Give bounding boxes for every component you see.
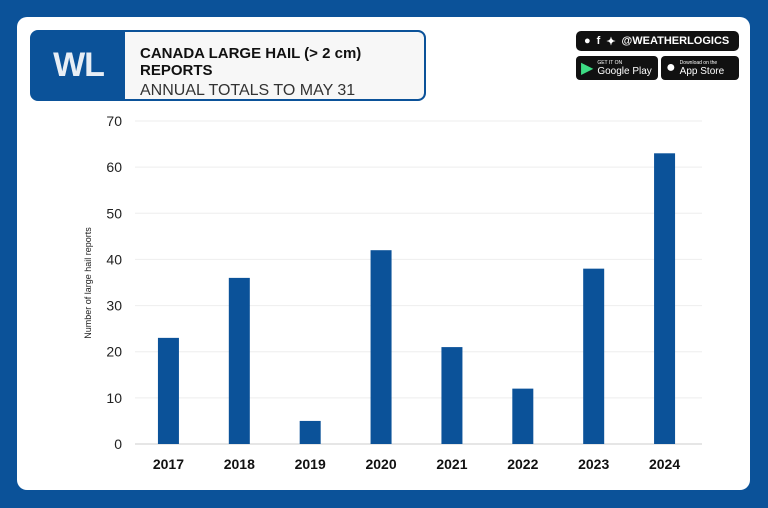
x-tick-label: 2017 (153, 456, 184, 472)
google-play-small: GET IT ON (597, 59, 623, 66)
x-tick-label: 2018 (224, 456, 255, 472)
y-tick-label: 50 (106, 205, 122, 221)
bar-2023 (583, 268, 605, 444)
y-tick-label: 10 (106, 390, 122, 406)
bar-2017 (157, 337, 179, 444)
chart-title: CANADA LARGE HAIL (> 2 cm) REPORTS (140, 45, 362, 79)
app-store-small: Download on the (679, 59, 718, 66)
app-store-button[interactable]: ● Download on the App Store (661, 56, 739, 80)
bar-2022 (512, 388, 534, 444)
weatherlogics-logo: WL (53, 46, 105, 84)
y-tick-label: 70 (106, 113, 122, 129)
bar-2024 (654, 153, 676, 445)
chart-subtitle: ANNUAL TOTALS TO MAY 31 (140, 82, 356, 99)
y-tick-label: 20 (106, 344, 122, 360)
facebook-icon: f (596, 35, 601, 47)
header-box: WL CANADA LARGE HAIL (> 2 cm) REPORTS AN… (30, 30, 426, 101)
social-handle-badge[interactable]: ● f ✦ @WEATHERLOGICS (576, 31, 739, 51)
x-tick-label: 2023 (578, 456, 609, 472)
x-tick-label: 2022 (507, 456, 538, 472)
google-play-icon: ▶ (581, 60, 594, 77)
twitter-icon: ✦ (606, 35, 616, 48)
x-tick-label: 2019 (295, 456, 326, 472)
x-tick-label: 2024 (649, 456, 680, 472)
social-handle: @WEATHERLOGICS (621, 35, 730, 47)
y-tick-label: 30 (106, 298, 122, 314)
y-tick-label: 0 (114, 436, 122, 452)
google-play-button[interactable]: ▶ GET IT ON Google Play (576, 56, 658, 80)
apple-icon: ● (666, 59, 676, 76)
x-tick-label: 2021 (436, 456, 467, 472)
reddit-icon: ● (584, 35, 591, 47)
app-store-label: App Store (679, 65, 725, 77)
bar-2021 (441, 347, 463, 444)
bar-2020 (370, 250, 392, 444)
y-axis-label: Number of large hail reports (83, 227, 93, 339)
y-tick-label: 60 (106, 159, 122, 175)
bar-2018 (228, 277, 250, 444)
y-tick-label: 40 (106, 251, 122, 267)
google-play-label: Google Play (597, 65, 652, 77)
bar-2019 (299, 420, 321, 444)
x-tick-label: 2020 (365, 456, 396, 472)
